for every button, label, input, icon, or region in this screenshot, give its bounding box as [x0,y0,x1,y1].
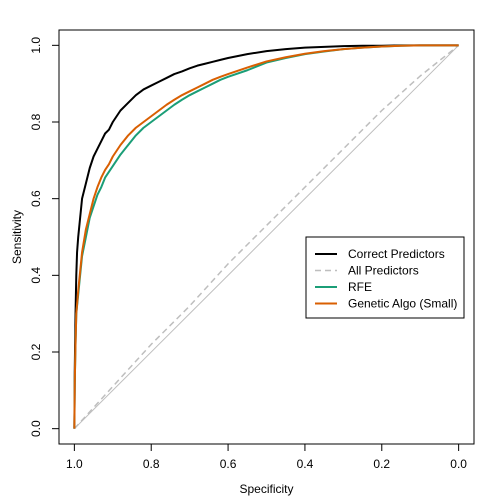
x-tick-label-1: 0.8 [143,457,160,471]
series-line-0 [73,44,459,429]
x-tick-label-3: 0.4 [297,457,314,471]
x-tick-label-2: 0.6 [220,457,237,471]
legend-label-3: Genetic Algo (Small) [348,297,457,311]
x-axis-label: Specificity [239,482,293,496]
legend-label-2: RFE [348,280,372,294]
y-axis: 0.0 0.2 0.4 0.6 0.8 1.0 [29,37,60,437]
series-line-1 [73,44,460,430]
series-line-3 [73,44,459,429]
x-tick-label-4: 0.2 [373,457,390,471]
y-axis-label: Sensitivity [10,210,24,264]
y-tick-label-2: 0.4 [29,267,43,284]
legend-label-1: All Predictors [348,264,419,278]
legend: Correct Predictors All Predictors RFE Genet… [305,236,465,319]
series-layer [73,44,460,430]
y-tick-label-4: 0.8 [29,113,43,130]
legend-items: Correct Predictors All Predictors RFE Genet… [315,247,457,311]
reference-diagonal-line [74,44,459,430]
x-axis: 1.0 0.8 0.6 0.4 0.2 0.0 [66,443,467,471]
y-tick-label-5: 1.0 [29,37,43,54]
x-tick-label-5: 0.0 [450,457,467,471]
x-tick-label-0: 1.0 [66,457,83,471]
y-tick-label-3: 0.6 [29,190,43,207]
legend-label-0: Correct Predictors [348,247,445,261]
y-tick-label-0: 0.0 [29,420,43,437]
y-tick-label-1: 0.2 [29,343,43,360]
reference-layer [74,44,459,430]
